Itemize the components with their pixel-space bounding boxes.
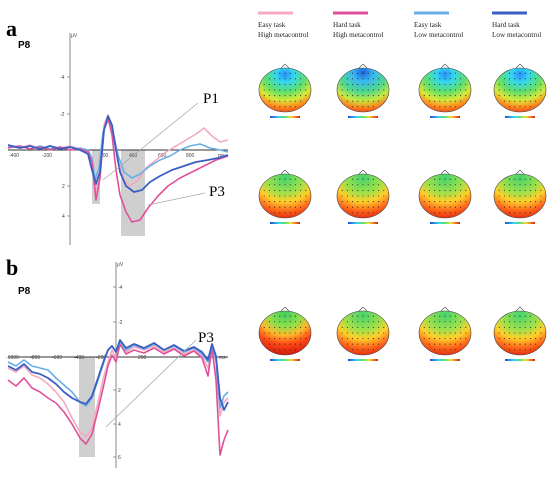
legend-label-line2: High metacontrol bbox=[333, 31, 384, 39]
component-label-p3: P3 bbox=[198, 330, 214, 346]
panel-letter: b bbox=[6, 255, 18, 280]
x-tick: -800 bbox=[30, 355, 40, 361]
x-tick: 200 bbox=[138, 355, 147, 361]
scalp-map bbox=[418, 169, 472, 224]
x-tick: -400 bbox=[9, 153, 19, 159]
scalp-map bbox=[336, 306, 390, 361]
legend-item-hard-low: Hard task Low metacontrol bbox=[492, 11, 541, 39]
legend-label-line2: Low metacontrol bbox=[492, 31, 541, 39]
y-tick: -4 bbox=[60, 75, 65, 81]
waveform-easy-high bbox=[7, 344, 229, 438]
legend-label-line1: Hard task bbox=[333, 21, 361, 29]
p1-pointer bbox=[102, 102, 199, 181]
scalp-map bbox=[258, 306, 312, 361]
component-label-p3: P3 bbox=[209, 184, 225, 200]
y-tick: 4 bbox=[62, 214, 65, 220]
y-tick: -2 bbox=[60, 112, 65, 118]
y-tick: -2 bbox=[118, 320, 123, 326]
scalp-map bbox=[418, 63, 472, 118]
p3-pointer bbox=[147, 192, 206, 206]
x-tick: 600 bbox=[158, 153, 167, 159]
y-unit: μV bbox=[71, 33, 78, 39]
scalp-map bbox=[336, 63, 390, 118]
y-tick: 2 bbox=[118, 388, 121, 394]
panel-a: a P8 μV -4 -2 2 4 -400 -200 200 400 600 … bbox=[6, 16, 229, 245]
y-tick: -4 bbox=[118, 285, 123, 291]
legend-label-line1: Easy task bbox=[414, 21, 442, 29]
y-tick: 6 bbox=[118, 455, 121, 461]
x-tick: -1000 bbox=[6, 355, 19, 361]
scalp-map bbox=[258, 63, 312, 118]
legend-item-easy-low: Easy task Low metacontrol bbox=[414, 11, 463, 39]
y-unit: μV bbox=[117, 262, 124, 268]
waveform-hard-high bbox=[7, 343, 229, 456]
x-tick: -400 bbox=[74, 355, 84, 361]
legend-label-line1: Hard task bbox=[492, 21, 520, 29]
electrode-label: P8 bbox=[18, 40, 31, 51]
scalp-map bbox=[258, 169, 312, 224]
legend-item-hard-high: Hard task High metacontrol bbox=[333, 11, 384, 39]
x-tick: 400 bbox=[129, 153, 138, 159]
legend-label-line2: Low metacontrol bbox=[414, 31, 463, 39]
x-unit: ms bbox=[219, 355, 226, 361]
x-tick: -200 bbox=[42, 153, 52, 159]
legend: Easy task High metacontrol Hard task Hig… bbox=[258, 11, 541, 39]
scalp-map bbox=[493, 169, 547, 224]
electrode-label: P8 bbox=[18, 286, 31, 297]
x-tick: -200 bbox=[96, 355, 106, 361]
y-tick: 2 bbox=[62, 184, 65, 190]
scalp-maps bbox=[258, 63, 547, 361]
scalp-map bbox=[336, 169, 390, 224]
p3-window bbox=[79, 357, 95, 457]
x-tick: -600 bbox=[52, 355, 62, 361]
waveform-hard-low bbox=[7, 115, 229, 193]
scalp-map bbox=[493, 63, 547, 118]
x-tick: 800 bbox=[186, 153, 195, 159]
legend-label-line1: Easy task bbox=[258, 21, 286, 29]
legend-label-line2: High metacontrol bbox=[258, 31, 309, 39]
legend-item-easy-high: Easy task High metacontrol bbox=[258, 11, 309, 39]
waveform-hard-low bbox=[7, 339, 229, 411]
scalp-map bbox=[493, 306, 547, 361]
waveform-hard-high bbox=[7, 117, 229, 223]
panel-letter: a bbox=[6, 16, 17, 41]
panel-b: b P8 μV -4 -2 2 4 6 -1000 -800 -600 -400… bbox=[6, 255, 229, 468]
component-label-p1: P1 bbox=[203, 91, 219, 107]
p3-pointer bbox=[105, 339, 197, 428]
y-tick: 4 bbox=[118, 422, 121, 428]
scalp-map bbox=[418, 306, 472, 361]
x-tick: 200 bbox=[100, 153, 109, 159]
